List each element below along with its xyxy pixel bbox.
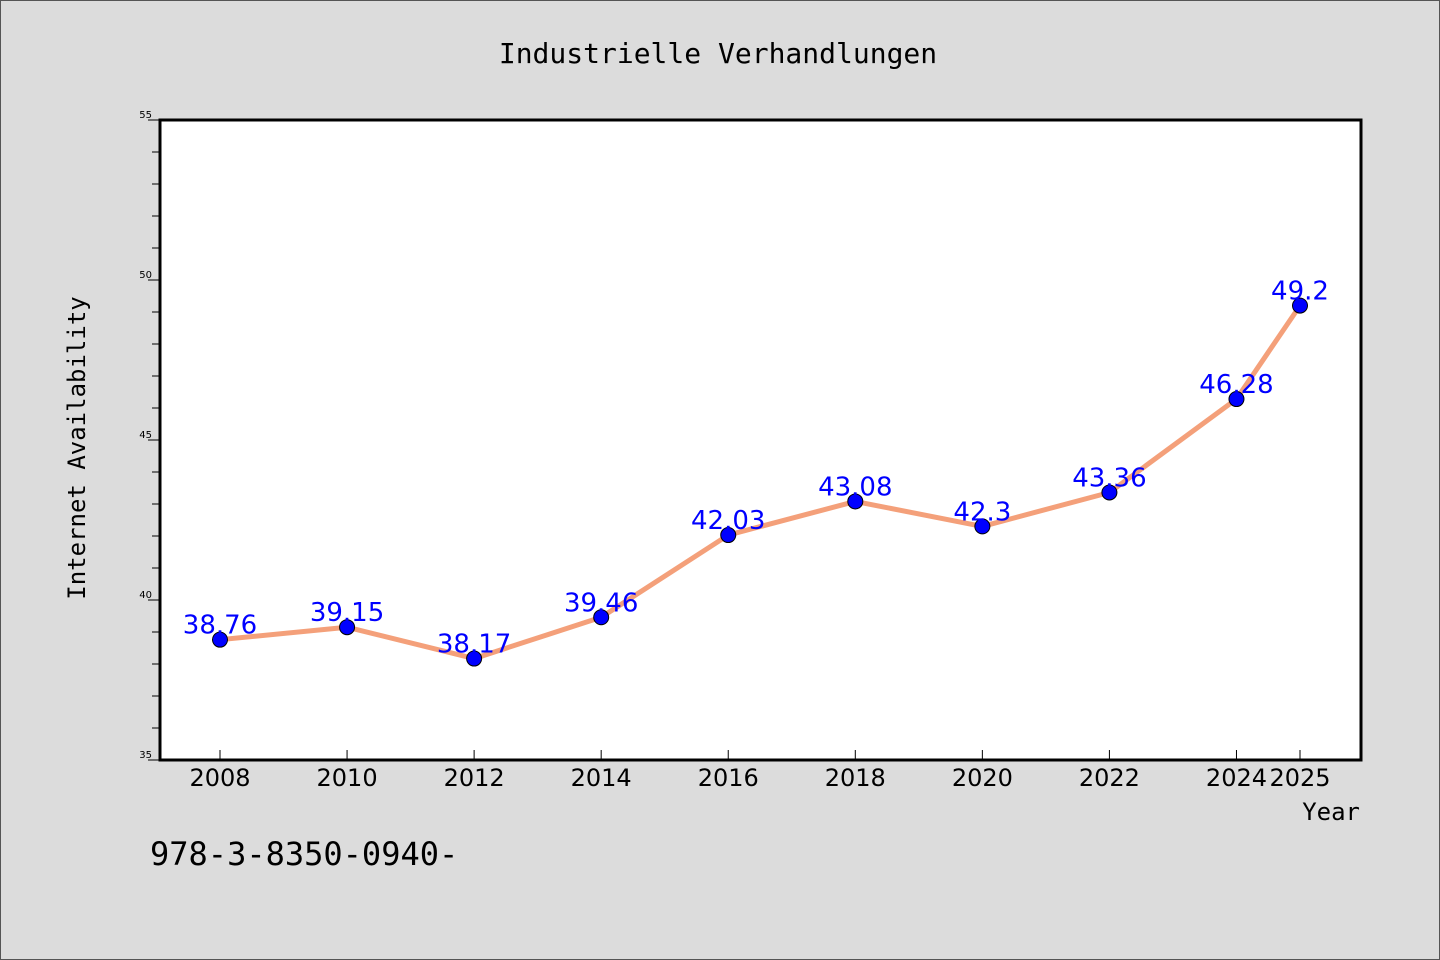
data-label: 43.08 [818, 472, 892, 502]
data-label: 42.3 [953, 497, 1011, 527]
data-point [974, 518, 991, 535]
data-point [720, 527, 737, 544]
x-tick-label: 2020 [952, 764, 1013, 792]
data-point [593, 609, 610, 626]
y-tick-label: 40 [139, 590, 152, 601]
y-tick-label: 55 [139, 110, 152, 121]
x-axis: 2008 2010 2012 2014 2016 2018 2020 2022 2024 2025 [189, 750, 1331, 792]
data-label: 49.2 [1271, 277, 1329, 307]
x-tick-label: 2014 [571, 764, 632, 792]
y-axis-label: Internet Availability [63, 296, 91, 599]
x-tick-label: 2018 [825, 764, 886, 792]
x-tick-label: 2024 [1206, 764, 1267, 792]
x-axis-label: Year [1302, 798, 1360, 826]
data-label: 39.46 [564, 588, 638, 618]
data-point [847, 493, 864, 510]
x-tick-label: 2008 [189, 764, 250, 792]
data-point [212, 631, 228, 648]
x-tick-label: 2010 [317, 764, 378, 792]
y-axis: 35 40 45 50 55 [139, 110, 160, 761]
data-point [339, 619, 356, 636]
data-labels: 38.76 39.15 38.17 39.46 42.03 43.08 42.3 43.36 4… [183, 277, 1329, 660]
chart-title: Industrielle Verhandlungen [499, 37, 937, 70]
data-label: 39.15 [310, 598, 384, 628]
x-tick-label: 2016 [698, 764, 759, 792]
data-label: 38.76 [183, 611, 257, 641]
data-label: 43.36 [1072, 463, 1146, 493]
data-label: 42.03 [691, 506, 765, 536]
y-tick-label: 45 [139, 430, 152, 441]
isbn-text: 978-3-8350-0940- [150, 835, 458, 873]
x-tick-label: 2022 [1079, 764, 1140, 792]
data-markers [212, 297, 1308, 667]
y-tick-label: 50 [139, 270, 152, 281]
x-tick-label: 2025 [1269, 764, 1330, 792]
data-point [1292, 297, 1308, 314]
series-line [219, 304, 1303, 662]
y-tick-label: 35 [139, 750, 152, 761]
x-tick-label: 2012 [444, 764, 505, 792]
data-label: 38.17 [437, 630, 511, 660]
plot-area [158, 118, 1363, 762]
data-label: 46.28 [1199, 370, 1273, 400]
data-point [1101, 484, 1118, 501]
data-point [466, 650, 483, 667]
data-point [1228, 391, 1245, 408]
